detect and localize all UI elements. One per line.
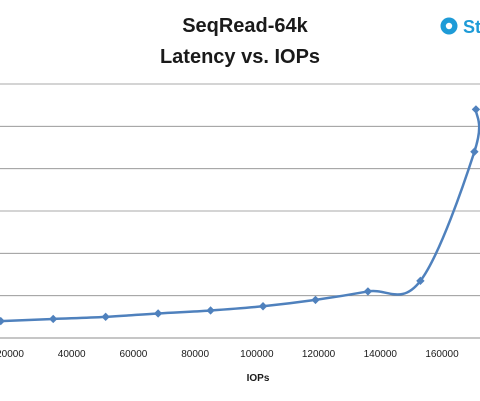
data-point-marker <box>258 302 268 311</box>
series-layer <box>0 105 480 326</box>
x-tick-label: 40000 <box>58 349 86 360</box>
data-point-marker <box>206 306 215 315</box>
x-tick-label: 100000 <box>240 349 274 360</box>
data-point-marker <box>101 312 110 322</box>
data-point-marker <box>471 105 480 114</box>
x-tick-label: 80000 <box>181 349 209 360</box>
data-point-marker <box>49 314 58 324</box>
logo-text: St <box>463 17 480 37</box>
chart-title-line2: Latency vs. IOPs <box>160 46 320 68</box>
data-point-marker <box>470 147 479 156</box>
logo-icon-inner <box>445 22 453 30</box>
x-tick-label: 20000 <box>0 349 24 360</box>
chart-title-line1: SeqRead-64k <box>182 15 308 37</box>
data-point-marker <box>0 316 5 326</box>
x-tick-label: 140000 <box>364 349 398 360</box>
gridlines <box>0 83 480 339</box>
tick-labels: 20000 40000 60000 80000 100000 120000 140000 16… <box>0 349 459 360</box>
x-tick-label: 120000 <box>302 349 336 360</box>
x-tick-label: 160000 <box>425 349 459 360</box>
data-point-marker <box>311 295 320 305</box>
data-point-marker <box>153 309 163 318</box>
data-point-marker <box>416 276 425 286</box>
x-axis-label: IOPs <box>247 373 270 384</box>
series-line <box>0 108 480 323</box>
x-tick-label: 60000 <box>120 349 148 360</box>
brand-logo: St <box>440 17 480 37</box>
data-point-marker <box>363 287 373 296</box>
